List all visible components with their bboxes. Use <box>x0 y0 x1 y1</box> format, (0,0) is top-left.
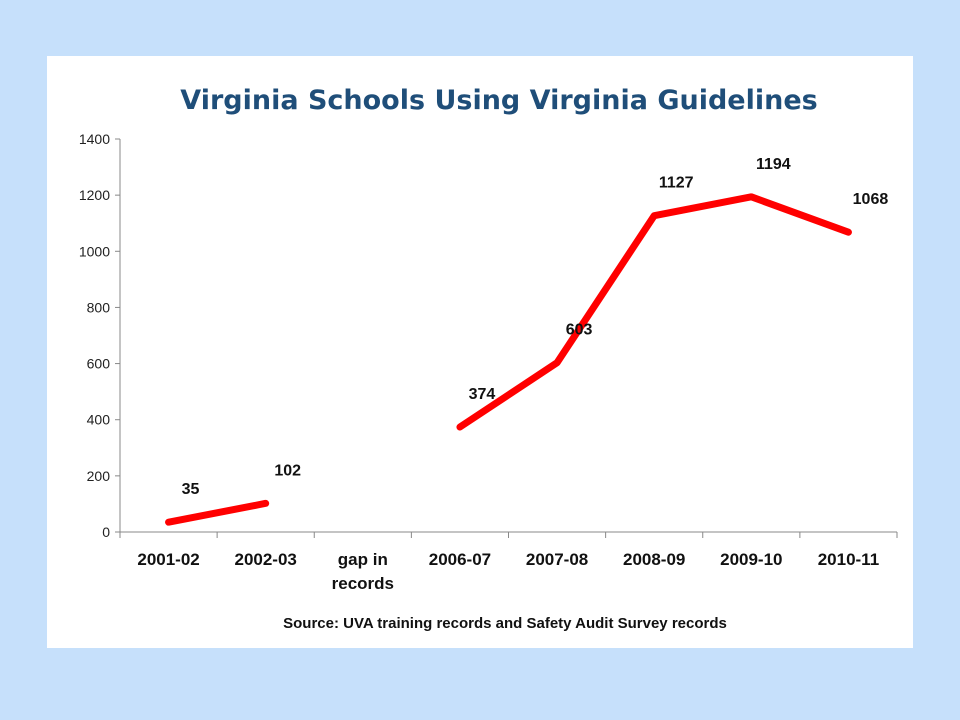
x-tick-label: 2002-03 <box>234 550 296 569</box>
y-tick-label: 1200 <box>79 187 110 203</box>
series-line-segment <box>165 499 270 526</box>
source-note: Source: UVA training records and Safety … <box>283 615 727 632</box>
data-labels: 35 102 374 603 1127 1194 1068 <box>182 156 889 498</box>
data-label: 1194 <box>756 156 791 173</box>
x-tick-label: 2001-02 <box>137 550 199 569</box>
x-tick-label: 2008-09 <box>623 550 685 569</box>
x-tick-label: 2009-10 <box>720 550 782 569</box>
chart-title: Virginia Schools Using Virginia Guidelin… <box>180 85 817 116</box>
data-label: 1127 <box>659 175 694 192</box>
y-tick-label: 400 <box>87 412 111 428</box>
y-tick-label: 0 <box>102 524 110 540</box>
x-tick-label: 2010-11 <box>818 550 879 569</box>
y-tick-label: 800 <box>87 299 111 315</box>
series-line-segment <box>456 193 852 431</box>
y-tick-label: 200 <box>87 468 111 484</box>
line-chart: Virginia Schools Using Virginia Guidelin… <box>79 85 898 632</box>
y-tick-label: 1400 <box>79 131 110 147</box>
x-tick-label: 2007-08 <box>526 550 588 569</box>
data-label: 102 <box>274 462 301 479</box>
y-tick-label: 600 <box>87 356 111 372</box>
y-axis: 0 200 400 600 800 1000 1200 1400 <box>79 131 121 540</box>
series-lines <box>165 193 852 526</box>
y-tick-label: 1000 <box>79 243 110 259</box>
data-label: 35 <box>182 481 200 498</box>
x-axis: 2001-02 2002-03 gap in records 2006-07 2007-0… <box>119 531 898 593</box>
x-tick-label: 2006-07 <box>429 550 491 569</box>
data-label: 1068 <box>853 191 889 208</box>
data-label: 374 <box>469 386 496 403</box>
x-tick-label: gap in records <box>332 550 394 593</box>
chart-panel: Virginia Schools Using Virginia Guidelin… <box>47 56 913 648</box>
data-label: 603 <box>566 322 593 339</box>
